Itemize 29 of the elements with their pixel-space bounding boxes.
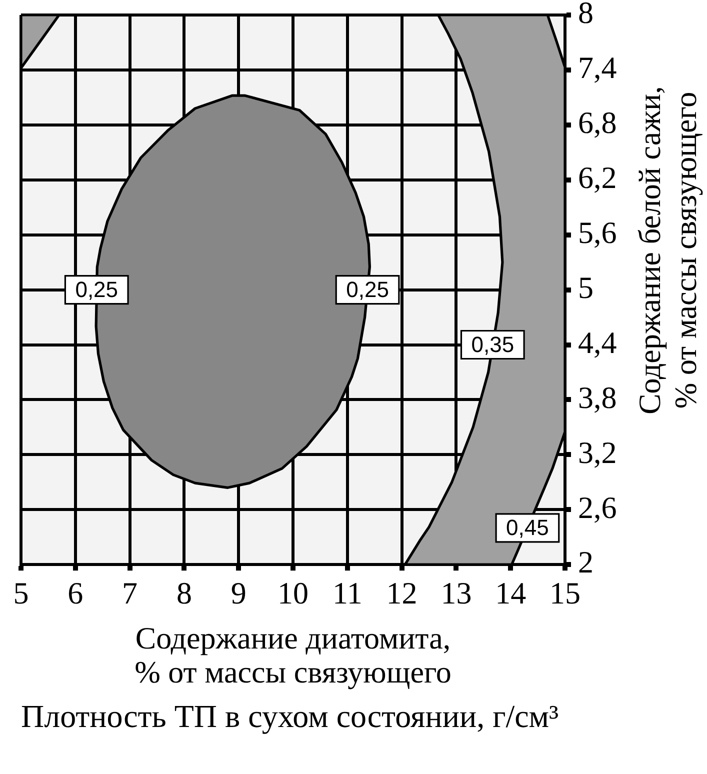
text: Плотность ТП в сухом состоянии, г/см³ <box>21 698 559 734</box>
x-tick-label: 7 <box>122 575 138 610</box>
x-tick-label: 15 <box>550 575 580 610</box>
annotation: 0,35 <box>471 332 514 357</box>
annotation: 0,45 <box>506 515 549 540</box>
x-tick-label: 6 <box>68 575 84 610</box>
y-tick-label: 3,2 <box>578 434 617 470</box>
y-tick-label: 6,2 <box>578 160 617 196</box>
y-tick-label: 2 <box>578 544 594 580</box>
x-tick-label: 9 <box>230 575 246 610</box>
x-tick-label: 10 <box>278 575 308 610</box>
y-tick-label: 4,4 <box>578 324 618 360</box>
y-tick-label: 5 <box>578 270 594 305</box>
x-tick-label: 12 <box>386 575 418 610</box>
x-tick-label: 11 <box>332 575 362 610</box>
x-tick-label: 14 <box>495 575 527 610</box>
y-tick-label: 3,8 <box>578 380 617 415</box>
x-axis-title: Содержание диатомита, % от массы связующего <box>134 620 452 690</box>
y-axis-title: Содержание белой сажи, % от массы связующего <box>632 86 703 414</box>
x-tick-label: 13 <box>440 575 472 610</box>
x-tick-label: 8 <box>176 575 192 610</box>
annotation: 0,25 <box>346 276 389 302</box>
y-tick-label: 5,6 <box>578 214 617 250</box>
x-tick-label: 5 <box>13 575 29 610</box>
y-tick-label: 8 <box>578 0 594 30</box>
y-tick-label: 6,8 <box>578 105 617 140</box>
y-tick-label: 7,4 <box>578 50 618 86</box>
annotation: 0,25 <box>75 276 118 302</box>
y-tick-label: 2,6 <box>578 490 617 525</box>
